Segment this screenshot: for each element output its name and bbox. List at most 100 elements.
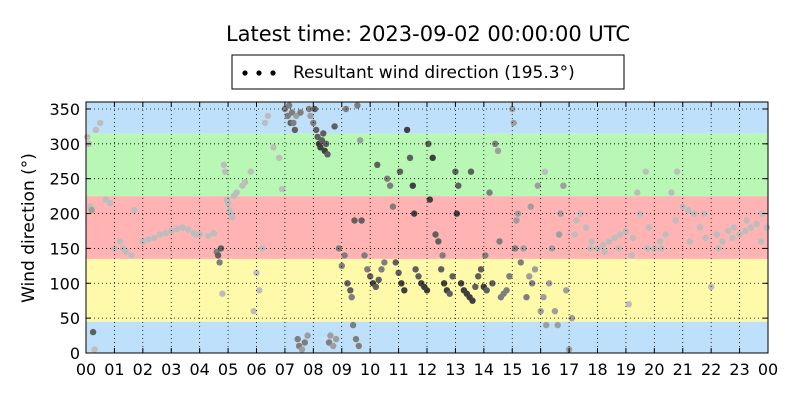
data-point	[438, 266, 445, 273]
data-point	[555, 231, 563, 238]
data-point	[352, 335, 360, 343]
data-point	[503, 287, 510, 294]
data-point	[331, 123, 338, 130]
data-point	[318, 137, 326, 144]
data-point	[526, 273, 533, 280]
data-point	[324, 151, 331, 158]
data-point	[713, 231, 720, 238]
data-point	[412, 266, 419, 273]
data-point	[511, 245, 519, 252]
data-point	[403, 126, 411, 134]
data-point	[338, 262, 345, 269]
data-point	[357, 137, 364, 144]
data-point	[281, 105, 289, 113]
data-point	[270, 144, 277, 151]
grid-lines	[86, 102, 768, 353]
data-point	[84, 133, 91, 141]
data-point	[563, 287, 570, 294]
data-point	[554, 321, 561, 329]
data-point	[568, 314, 576, 322]
data-point	[483, 287, 490, 294]
data-point	[317, 144, 324, 151]
data-point	[107, 199, 114, 207]
data-point	[217, 245, 225, 252]
data-point	[588, 238, 595, 245]
data-point	[162, 229, 169, 237]
data-point	[222, 168, 229, 175]
data-point	[543, 321, 550, 329]
data-point	[278, 186, 286, 193]
data-point	[327, 332, 334, 339]
data-point	[541, 168, 549, 175]
data-point	[577, 210, 584, 217]
data-point	[432, 231, 439, 238]
x-tick-label: 01	[104, 360, 124, 379]
data-point	[216, 259, 223, 266]
x-tick-label: 02	[133, 360, 153, 379]
data-point	[185, 226, 192, 233]
data-point	[298, 346, 306, 353]
data-point	[467, 168, 475, 175]
data-point	[305, 105, 313, 113]
data-point	[472, 283, 479, 290]
data-point	[325, 339, 333, 346]
data-point	[489, 280, 496, 287]
data-point	[426, 196, 433, 203]
data-point	[662, 231, 669, 238]
y-tick-label: 100	[49, 274, 80, 293]
data-point	[386, 182, 394, 189]
data-point	[455, 182, 462, 189]
data-point	[496, 238, 503, 245]
data-point	[401, 287, 408, 294]
x-tick-label: 20	[644, 360, 664, 379]
data-point	[367, 273, 374, 280]
legend: Resultant wind direction (195.3°)	[231, 54, 625, 90]
data-point	[527, 203, 534, 210]
data-point	[534, 182, 541, 189]
y-tick-label: 350	[49, 100, 80, 119]
data-point	[763, 224, 770, 231]
data-point	[719, 238, 726, 245]
data-point	[531, 266, 539, 273]
data-point	[625, 301, 632, 308]
data-point	[605, 238, 613, 245]
data-point	[528, 280, 536, 287]
data-point	[729, 234, 736, 242]
data-point	[374, 161, 381, 168]
data-point	[644, 245, 651, 252]
data-point	[492, 140, 499, 147]
data-point	[276, 154, 283, 161]
data-point	[702, 234, 709, 242]
data-point	[173, 225, 181, 233]
data-point	[520, 245, 527, 252]
data-point	[128, 252, 135, 259]
data-point	[332, 335, 340, 343]
data-point	[656, 238, 664, 245]
data-point	[89, 328, 97, 336]
data-point	[253, 269, 260, 276]
data-point	[205, 232, 212, 240]
y-tick-label: 150	[49, 239, 80, 258]
data-point	[139, 238, 146, 245]
data-point	[440, 280, 448, 287]
data-point	[540, 294, 547, 301]
data-point	[378, 266, 385, 273]
data-point	[449, 273, 456, 280]
data-point	[250, 308, 257, 315]
data-point	[307, 112, 314, 120]
x-tick-label: 13	[445, 360, 465, 379]
data-point	[546, 280, 553, 287]
legend-marker-dot	[256, 70, 262, 76]
x-tick-label: 05	[218, 360, 238, 379]
data-point	[396, 168, 404, 175]
x-tick-label: 21	[673, 360, 693, 379]
data-point	[557, 210, 564, 217]
data-point	[313, 126, 320, 134]
y-axis-label: Wind direction (°)	[19, 153, 39, 303]
data-point	[747, 224, 755, 231]
data-point	[384, 175, 391, 182]
x-tick-label: 16	[530, 360, 550, 379]
data-point	[730, 224, 738, 231]
data-point	[513, 217, 520, 224]
